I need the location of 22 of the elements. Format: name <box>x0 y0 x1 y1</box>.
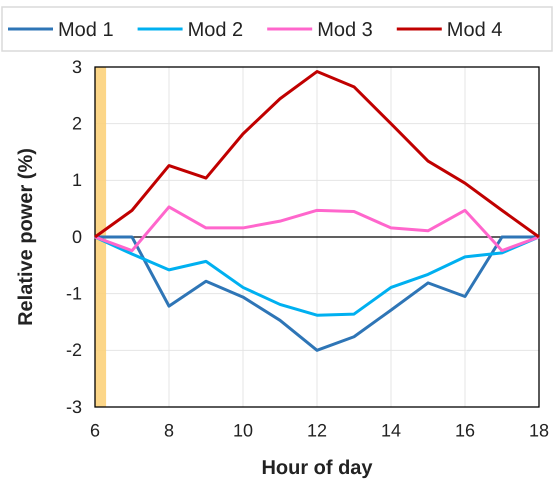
legend-label: Mod 3 <box>317 19 373 41</box>
legend-label: Mod 1 <box>58 19 114 41</box>
x-tick-label: 14 <box>380 420 402 440</box>
y-tick-label: -2 <box>66 340 82 360</box>
line-series <box>94 205 540 252</box>
x-tick-label: 8 <box>164 420 174 440</box>
legend-label: Mod 4 <box>446 19 502 41</box>
y-tick-label: 0 <box>72 226 82 247</box>
y-tick-label: -3 <box>66 396 82 417</box>
y-tick-label: 3 <box>72 56 82 77</box>
x-axis-title: Hour of day <box>261 457 374 479</box>
y-axis-title: Relative power (%) <box>15 148 37 326</box>
x-tick-label: 6 <box>90 420 100 440</box>
x-tick-label: 10 <box>232 420 254 440</box>
x-tick-label: 16 <box>454 420 476 440</box>
y-tick-label: 2 <box>72 113 82 134</box>
x-tick-label: 12 <box>306 420 328 440</box>
y-tick-label: 1 <box>72 170 82 190</box>
legend-label: Mod 2 <box>188 19 244 41</box>
x-tick-label: 18 <box>528 420 550 440</box>
y-tick-label: -1 <box>66 283 82 304</box>
line-series <box>94 70 540 238</box>
